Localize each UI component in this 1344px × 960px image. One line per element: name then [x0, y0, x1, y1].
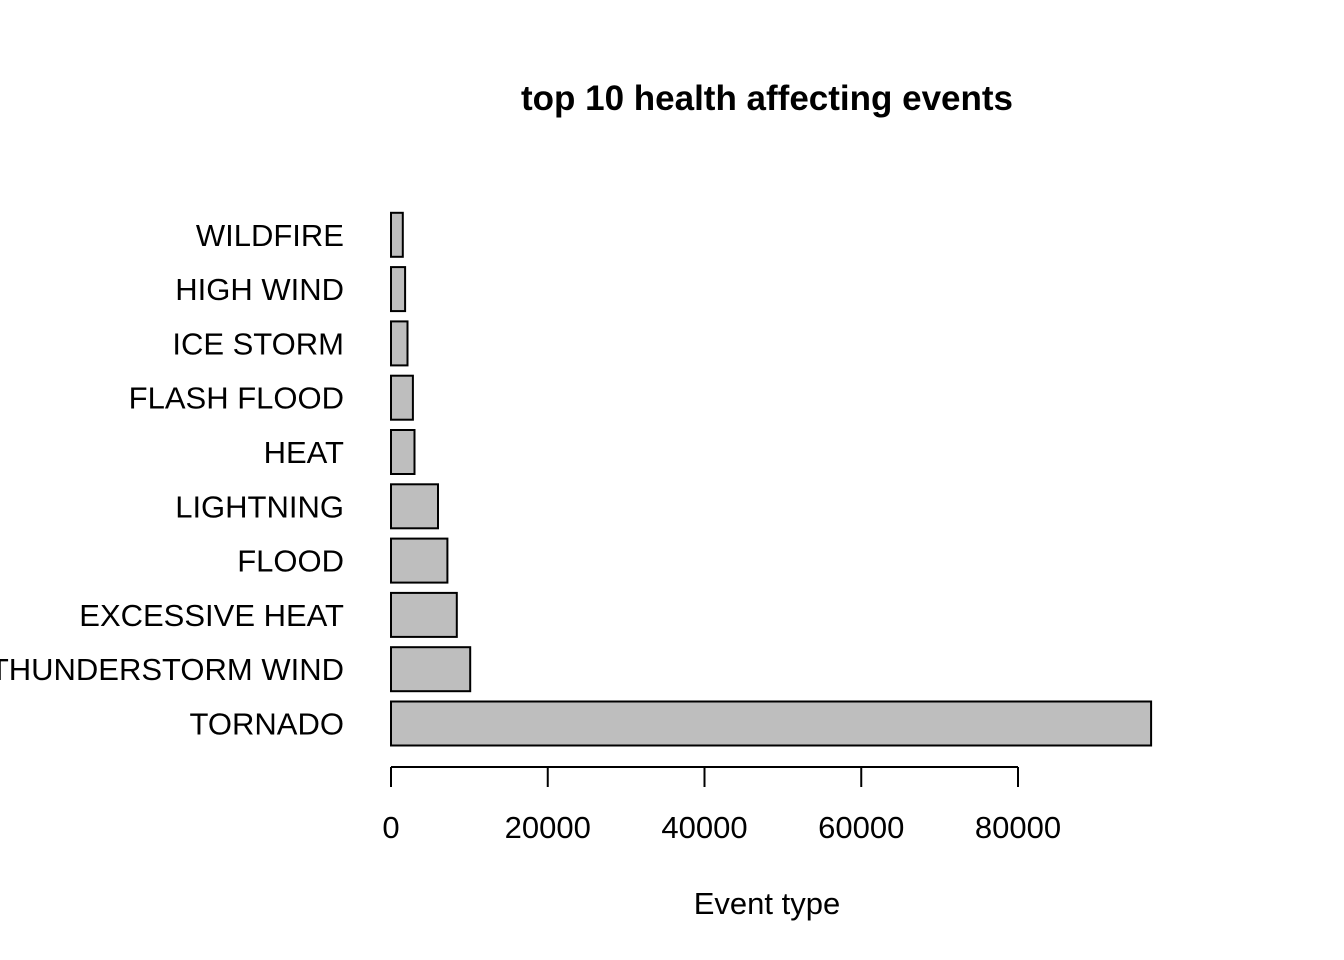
category-label: FLASH FLOOD — [129, 381, 344, 416]
x-tick-label: 80000 — [975, 810, 1061, 845]
category-label: ICE STORM — [172, 326, 344, 361]
bar-ice-storm — [390, 320, 409, 367]
bar-flash-flood — [390, 374, 414, 421]
x-tick-label: 20000 — [505, 810, 591, 845]
bar-group — [390, 211, 1153, 747]
bar-thunderstorm-wind — [390, 646, 472, 693]
bar-lightning — [390, 483, 439, 530]
category-label: TORNADO — [190, 707, 344, 742]
bar-high-wind — [390, 266, 407, 313]
category-label: WILDFIRE — [196, 218, 344, 253]
bar-excessive-heat — [390, 591, 458, 638]
category-label: EXCESSIVE HEAT — [79, 598, 344, 633]
x-axis: 0 20000 40000 60000 80000 — [382, 766, 1061, 845]
bar-wildfire — [390, 211, 404, 258]
category-labels: TORNADO THUNDERSTORM WIND EXCESSIVE HEAT FL… — [0, 218, 344, 742]
x-tick-label: 0 — [382, 810, 399, 845]
category-label: HIGH WIND — [175, 272, 344, 307]
category-label: HEAT — [264, 435, 344, 470]
category-label: LIGHTNING — [175, 489, 344, 524]
bar-heat — [390, 429, 416, 475]
bar-tornado — [390, 700, 1153, 747]
x-tick-label: 40000 — [661, 810, 747, 845]
category-label: FLOOD — [237, 544, 344, 579]
chart-title: top 10 health affecting events — [521, 79, 1013, 118]
category-label: THUNDERSTORM WIND — [0, 652, 344, 687]
bar-flood — [390, 537, 449, 584]
x-axis-label: Event type — [694, 886, 840, 921]
x-tick-label: 60000 — [818, 810, 904, 845]
